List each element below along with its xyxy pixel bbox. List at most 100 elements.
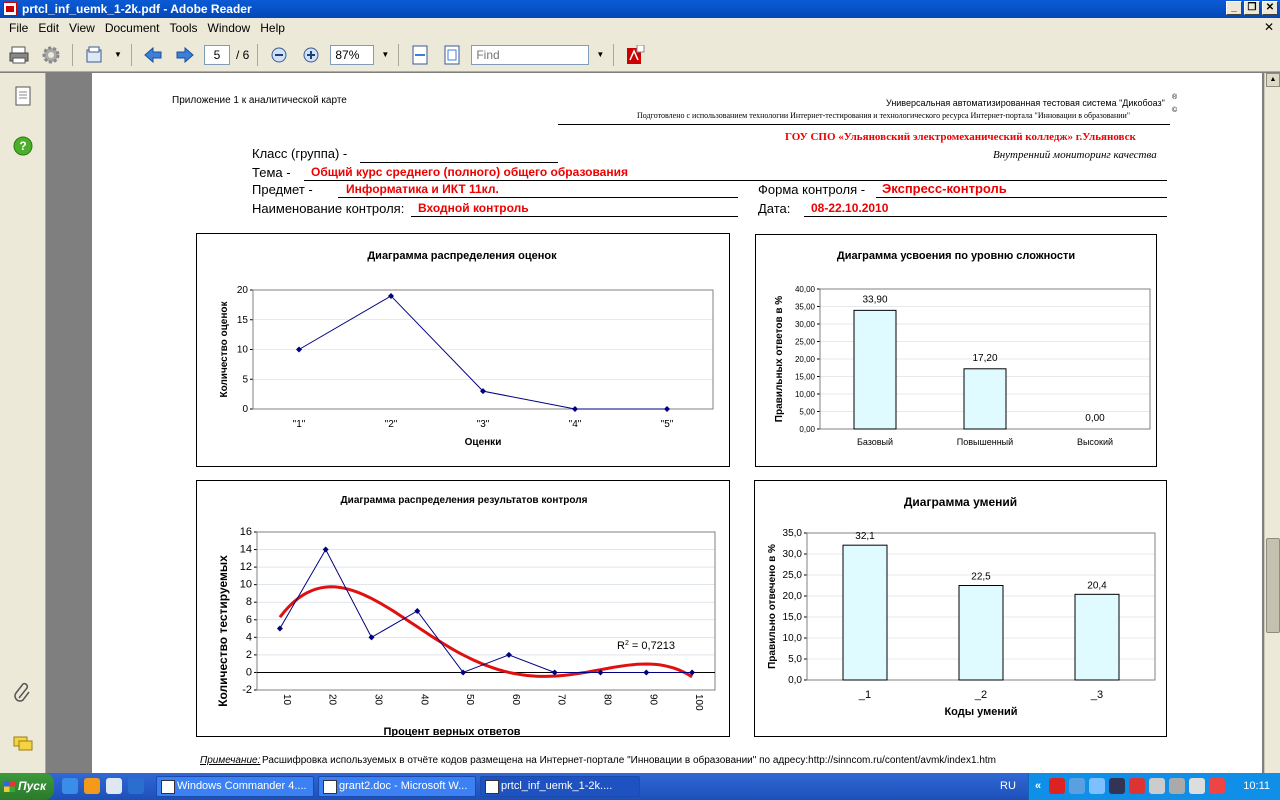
tray-volume-icon[interactable] — [1189, 778, 1205, 794]
y-tick-label: 15,00 — [795, 373, 816, 382]
zoom-out-icon — [271, 47, 287, 62]
menu-file[interactable]: File — [9, 21, 29, 35]
comments-icon[interactable] — [12, 733, 34, 755]
control-label: Наименование контроля: — [252, 201, 405, 216]
y-tick-label: 16 — [240, 526, 252, 538]
bar — [853, 309, 897, 430]
paperclip-icon[interactable] — [12, 681, 34, 703]
y-tick-label: 15,0 — [783, 612, 803, 623]
toolbar: ▼ / 6 ▼ ▼ — [0, 38, 1280, 72]
menu-help[interactable]: Help — [260, 21, 285, 35]
y-tick-label: 30,0 — [783, 549, 803, 560]
help-icon[interactable]: ? — [12, 135, 34, 157]
hand-tool-dropdown[interactable]: ▼ — [114, 50, 122, 59]
control-value: Входной контроль — [418, 201, 529, 215]
acrobat-button[interactable] — [622, 43, 648, 67]
settings-button[interactable] — [38, 43, 64, 67]
desktop-quicklaunch-icon[interactable] — [106, 778, 122, 794]
tray-expand-icon[interactable]: « — [1035, 780, 1042, 792]
header-rule — [558, 124, 1170, 125]
data-point — [689, 669, 696, 676]
menu-window[interactable]: Window — [207, 21, 251, 35]
date-value: 08-22.10.2010 — [811, 201, 889, 215]
close-button[interactable]: ✕ — [1262, 1, 1278, 15]
y-tick-label: 5 — [242, 374, 248, 385]
tray-device-icon[interactable] — [1149, 778, 1165, 794]
x-tick-label: "4" — [569, 419, 582, 430]
task-windows-commander[interactable]: Windows Commander 4.... — [156, 776, 314, 797]
language-indicator[interactable]: RU — [1000, 780, 1016, 792]
task-word-document[interactable]: grant2.doc - Microsoft W... — [318, 776, 476, 797]
previous-page-button[interactable] — [140, 43, 166, 67]
zoom-in-button[interactable] — [298, 43, 324, 67]
fit-page-icon — [444, 45, 460, 64]
data-point — [480, 388, 486, 395]
maximize-button[interactable]: ❐ — [1244, 1, 1260, 15]
grades-chart-svg: 0 5 10 15 20 "1" "2" "3" "4" "5" Оценки Количество … — [219, 285, 714, 448]
zoom-level-input[interactable] — [330, 44, 375, 65]
zoom-out-button[interactable] — [266, 43, 292, 67]
note-label: Примечание: — [200, 755, 261, 766]
menu-document[interactable]: Document — [104, 21, 160, 35]
tray-security-icon[interactable] — [1209, 778, 1225, 794]
plot-area — [252, 289, 714, 410]
document-page: Приложение 1 к аналитической карте Униве… — [92, 73, 1262, 773]
tray-bluetooth-icon[interactable] — [1089, 778, 1105, 794]
data-point — [460, 669, 467, 676]
find-input[interactable] — [471, 44, 590, 65]
toolbar-separator — [398, 43, 400, 66]
note-text: Расшифровка используемых в отчёте кодов … — [262, 755, 996, 766]
r-squared-label: R2 = 0,7213 — [617, 640, 675, 652]
x-tick-label: "3" — [477, 419, 490, 430]
task-adobe-reader[interactable]: prtcl_inf_uemk_1-2k.... — [480, 776, 640, 797]
x-tick-label: Высокий — [1077, 437, 1113, 447]
messenger-quicklaunch-icon[interactable] — [128, 778, 144, 794]
data-point — [414, 608, 421, 614]
fit-width-button[interactable] — [407, 43, 433, 67]
x-tick-label: 50 — [464, 694, 475, 706]
zoom-dropdown[interactable]: ▼ — [381, 50, 390, 59]
menu-edit[interactable]: Edit — [38, 21, 60, 35]
subject-value: Информатика и ИКТ 11кл. — [346, 182, 499, 196]
tray-antivirus-icon[interactable] — [1049, 778, 1065, 794]
menu-tools[interactable]: Tools — [169, 21, 198, 35]
toolbar-separator — [131, 43, 132, 66]
tray-network-icon[interactable] — [1069, 778, 1085, 794]
x-tick-label: 90 — [647, 694, 658, 706]
results-chart-svg: -2 0 2 4 6 8 10 12 14 16 10 20 30 40 50 60 70 80 90 100 R2 =… — [216, 526, 716, 736]
tray-display-icon[interactable] — [1169, 778, 1185, 794]
data-label: 33,90 — [862, 294, 887, 305]
browser-quicklaunch-icon[interactable] — [62, 778, 78, 794]
page-number-input[interactable] — [204, 44, 230, 65]
theme-value-line — [304, 180, 1167, 181]
hand-tool-button[interactable] — [81, 43, 107, 67]
tray-bug-icon[interactable] — [1109, 778, 1125, 794]
x-axis-label: Оценки — [465, 437, 502, 448]
minimize-button[interactable]: _ — [1226, 1, 1242, 15]
navigation-panel: ? — [0, 73, 46, 773]
scroll-up-button[interactable]: ▲ — [1266, 73, 1280, 87]
copyright-mark: © — [1172, 107, 1178, 114]
x-tick-label: 30 — [373, 694, 384, 706]
next-page-button[interactable] — [172, 43, 198, 67]
start-button[interactable]: Пуск — [0, 773, 54, 800]
y-tick-label: 15 — [237, 315, 249, 326]
media-quicklaunch-icon[interactable] — [84, 778, 100, 794]
fit-page-button[interactable] — [439, 43, 465, 67]
menu-view[interactable]: View — [69, 21, 95, 35]
find-dropdown[interactable]: ▼ — [596, 50, 605, 59]
data-point — [572, 406, 578, 412]
tray-app-icon[interactable] — [1129, 778, 1145, 794]
bar — [1074, 593, 1120, 681]
y-tick-label: 20,0 — [783, 591, 803, 602]
scrollbar-thumb[interactable] — [1266, 538, 1280, 633]
y-tick-label: 5,0 — [788, 654, 802, 665]
vertical-scrollbar[interactable]: ▲ — [1264, 73, 1280, 773]
y-tick-label: 10 — [240, 579, 252, 591]
document-close-button[interactable]: ✕ — [1263, 20, 1274, 34]
pages-icon[interactable] — [12, 85, 34, 107]
bar — [958, 585, 1004, 681]
print-button[interactable] — [6, 43, 32, 67]
window-title: prtcl_inf_uemk_1-2k.pdf - Adobe Reader — [22, 2, 252, 16]
y-tick-label: 10,00 — [795, 390, 816, 399]
